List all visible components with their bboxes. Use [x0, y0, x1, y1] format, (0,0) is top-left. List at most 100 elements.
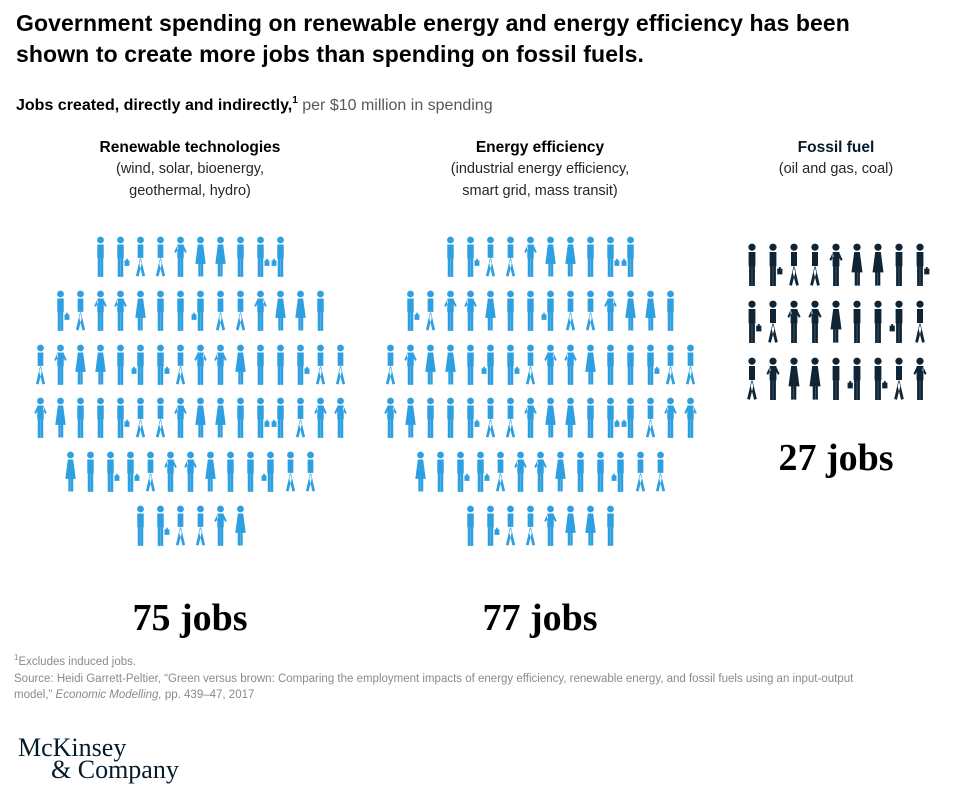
- person-icon: [501, 505, 520, 547]
- person-icon: [421, 344, 440, 386]
- footnote-excludes: 1Excludes induced jobs.: [14, 652, 859, 671]
- person-icon: [561, 236, 580, 278]
- person-icon: [847, 300, 867, 344]
- person-icon: [763, 300, 783, 344]
- footnote-marker: 1: [292, 95, 298, 106]
- person-icon: [231, 290, 250, 332]
- person-icon: [601, 236, 620, 278]
- footnote-text: Excludes induced jobs.: [18, 655, 137, 668]
- chart-subtitle: Jobs created, directly and indirectly,1 …: [16, 95, 493, 115]
- person-icon: [501, 236, 520, 278]
- person-icon: [521, 397, 540, 439]
- crowd-row: [31, 397, 350, 439]
- person-icon: [251, 236, 270, 278]
- person-icon: [651, 451, 670, 493]
- person-icon: [441, 236, 460, 278]
- person-icon: [451, 451, 470, 493]
- crowd-row: [131, 505, 250, 547]
- footnotes: 1Excludes induced jobs. Source: Heidi Ga…: [14, 652, 859, 704]
- person-icon: [889, 357, 909, 401]
- column-efficiency: Energy efficiency (industrial energy eff…: [375, 136, 705, 676]
- person-icon: [461, 397, 480, 439]
- person-icon: [151, 290, 170, 332]
- person-icon: [291, 290, 310, 332]
- person-icon: [621, 290, 640, 332]
- person-icon: [481, 344, 500, 386]
- person-icon: [601, 505, 620, 547]
- person-icon: [331, 397, 350, 439]
- person-icon: [471, 451, 490, 493]
- column-subtitle-line: smart grid, mass transit): [462, 183, 618, 199]
- person-icon: [311, 397, 330, 439]
- person-icon: [131, 397, 150, 439]
- person-icon: [681, 397, 700, 439]
- person-icon: [421, 290, 440, 332]
- subtitle-bold-text: Jobs created, directly and indirectly,: [16, 97, 293, 114]
- page-title: Government spending on renewable energy …: [16, 8, 936, 70]
- person-icon: [521, 505, 540, 547]
- person-icon: [742, 243, 762, 287]
- person-icon: [868, 357, 888, 401]
- person-icon: [421, 397, 440, 439]
- page-title-line-1: Government spending on renewable energy …: [16, 10, 850, 36]
- person-icon: [211, 397, 230, 439]
- person-icon: [763, 357, 783, 401]
- person-icon: [889, 300, 909, 344]
- jobs-label-renewable: 75 jobs: [132, 597, 248, 639]
- crowd-row: [742, 300, 930, 344]
- person-icon: [601, 344, 620, 386]
- person-icon: [461, 290, 480, 332]
- crowd-row: [742, 243, 930, 287]
- person-icon: [71, 344, 90, 386]
- person-icon: [121, 451, 140, 493]
- mckinsey-logo: McKinsey & Company: [18, 733, 179, 784]
- person-icon: [411, 451, 430, 493]
- crowd-row: [61, 451, 320, 493]
- person-icon: [521, 344, 540, 386]
- person-icon: [581, 290, 600, 332]
- person-icon: [271, 397, 290, 439]
- person-icon: [805, 243, 825, 287]
- source-text: Source: Heidi Garrett-Peltier, “Green ve…: [14, 672, 854, 702]
- person-icon: [784, 243, 804, 287]
- crowd-row: [441, 236, 640, 278]
- person-icon: [251, 290, 270, 332]
- person-icon: [805, 357, 825, 401]
- person-icon: [401, 397, 420, 439]
- person-icon: [541, 397, 560, 439]
- person-icon: [661, 290, 680, 332]
- person-icon: [291, 397, 310, 439]
- person-icon: [847, 357, 867, 401]
- person-icon: [111, 290, 130, 332]
- crowd-row: [51, 290, 330, 332]
- person-icon: [211, 236, 230, 278]
- person-icon: [501, 344, 520, 386]
- logo-line-2: & Company: [51, 755, 179, 784]
- person-icon: [131, 236, 150, 278]
- person-icon: [641, 397, 660, 439]
- person-icon: [401, 290, 420, 332]
- person-icon: [261, 451, 280, 493]
- crowd-row: [411, 451, 670, 493]
- person-icon: [742, 300, 762, 344]
- person-icon: [581, 397, 600, 439]
- person-icon: [889, 243, 909, 287]
- person-icon: [910, 357, 930, 401]
- person-icon: [91, 397, 110, 439]
- person-icon: [681, 344, 700, 386]
- person-icon: [571, 451, 590, 493]
- person-icon: [331, 344, 350, 386]
- column-subtitle-renewable: (wind, solar, bioenergy, geothermal, hyd…: [25, 159, 355, 203]
- crowd-row: [31, 344, 350, 386]
- person-icon: [111, 344, 130, 386]
- person-icon: [611, 451, 630, 493]
- person-icon: [441, 290, 460, 332]
- person-icon: [221, 451, 240, 493]
- person-icon: [191, 290, 210, 332]
- person-icon: [381, 344, 400, 386]
- logo-line-1: McKinsey: [18, 733, 127, 762]
- person-icon: [151, 344, 170, 386]
- person-icon: [826, 300, 846, 344]
- jobs-label-efficiency: 77 jobs: [482, 597, 598, 639]
